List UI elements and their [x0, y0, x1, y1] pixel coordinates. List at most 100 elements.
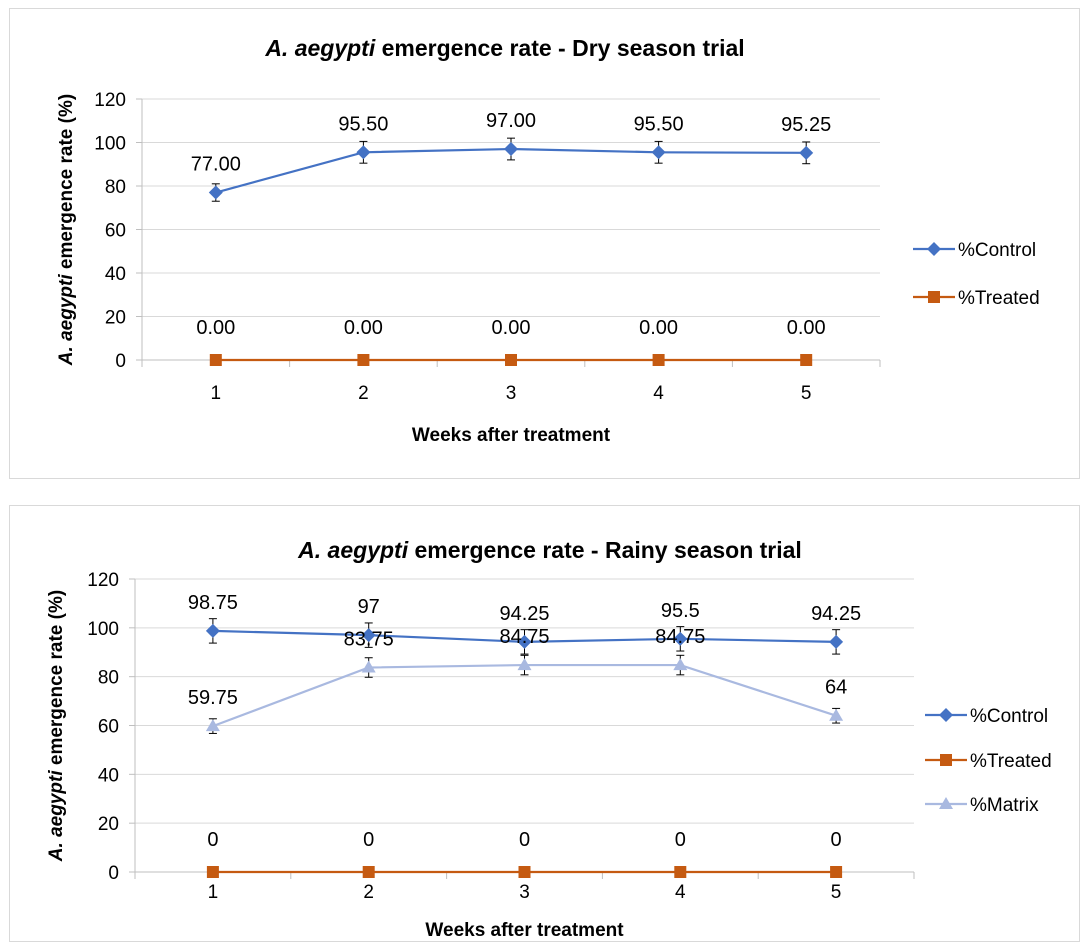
- x-tick-label: 5: [831, 882, 842, 903]
- data-label-control: 97: [358, 596, 380, 618]
- legend-item-treated: %Treated: [913, 288, 1040, 309]
- data-point-treated: [357, 354, 370, 366]
- data-point-control: [361, 628, 376, 643]
- x-tick-label: 5: [801, 383, 812, 404]
- data-point-matrix: [361, 660, 376, 673]
- data-point-control: [205, 623, 220, 638]
- x-axis-label: Weeks after treatment: [412, 425, 611, 446]
- data-label-treated: 0.00: [344, 317, 383, 339]
- data-label-control: 77.00: [191, 154, 241, 176]
- data-point-matrix: [517, 658, 532, 671]
- data-point-treated: [209, 354, 222, 366]
- data-point-control: [799, 145, 814, 160]
- data-point-control: [829, 634, 844, 649]
- series-control: [208, 137, 814, 202]
- data-point-treated: [505, 354, 517, 366]
- chart-title: A. aegypti emergence rate - Dry season t…: [264, 35, 744, 61]
- y-axis-label-rest: emergence rate (%): [46, 590, 67, 771]
- data-label-matrix: 59.75: [188, 687, 238, 709]
- x-axis-label: Weeks after treatment: [425, 920, 624, 941]
- data-label-treated: 0: [207, 829, 218, 851]
- y-axis-label: A. aegypti emergence rate (%): [56, 94, 77, 366]
- legend-marker: [927, 242, 941, 256]
- legend-marker: [928, 291, 940, 303]
- legend-label: %Treated: [958, 288, 1040, 309]
- y-tick-label: 60: [98, 717, 119, 738]
- legend-marker: [939, 708, 953, 722]
- legend-item-control: %Control: [925, 706, 1048, 727]
- x-tick-label: 1: [211, 383, 222, 404]
- chart-title-rest: emergence rate - Dry season trial: [375, 35, 744, 61]
- data-point-control: [517, 634, 532, 649]
- data-label-treated: 0: [831, 829, 842, 851]
- y-tick-label: 0: [115, 351, 126, 372]
- y-tick-label: 100: [94, 134, 126, 155]
- data-label-control: 97.00: [486, 110, 536, 132]
- data-label-treated: 0: [363, 829, 374, 851]
- chart-title: A. aegypti emergence rate - Rainy season…: [297, 537, 802, 563]
- data-point-treated: [674, 866, 687, 878]
- data-label-control: 95.50: [634, 113, 684, 135]
- chart-title-italic: A. aegypti: [297, 537, 409, 563]
- x-tick-label: 4: [653, 383, 664, 404]
- data-point-treated: [830, 866, 843, 878]
- data-label-control: 95.25: [781, 114, 831, 136]
- legend-item-control: %Control: [913, 240, 1036, 261]
- x-tick-label: 2: [363, 882, 374, 903]
- data-label-matrix: 84.75: [499, 626, 549, 648]
- series-treated: [209, 354, 813, 366]
- data-point-treated: [652, 354, 665, 366]
- gridlines: [135, 578, 914, 824]
- y-tick-label: 60: [105, 221, 126, 242]
- x-tick-label: 2: [358, 383, 369, 404]
- data-label-treated: 0.00: [787, 317, 826, 339]
- legend-label: %Matrix: [970, 795, 1039, 816]
- y-tick-label: 100: [87, 619, 119, 640]
- data-point-control: [504, 142, 518, 157]
- y-tick-label: 20: [105, 308, 126, 329]
- x-tick-label: 3: [506, 383, 517, 404]
- data-point-treated: [362, 866, 375, 878]
- data-label-control: 95.50: [338, 113, 388, 135]
- series-treated: [206, 866, 843, 878]
- y-axis-label: A. aegypti emergence rate (%): [46, 590, 67, 862]
- data-label-treated: 0.00: [196, 317, 235, 339]
- data-point-treated: [206, 866, 219, 878]
- y-tick-label: 120: [94, 90, 126, 111]
- data-label-control: 95.5: [661, 600, 700, 622]
- data-label-control: 94.25: [499, 603, 549, 625]
- y-axis-label-italic: A. aegypti: [46, 770, 67, 863]
- x-tick-label: 3: [519, 882, 530, 903]
- series-control: [205, 618, 844, 655]
- data-label-treated: 0.00: [492, 317, 531, 339]
- data-point-treated: [518, 866, 531, 878]
- dry-season-chart: A. aegypti emergence rate - Dry season t…: [56, 35, 1040, 446]
- y-axis-label-italic: A. aegypti: [56, 274, 77, 367]
- legend-label: %Control: [970, 706, 1048, 727]
- y-tick-label: 80: [105, 177, 126, 198]
- data-label-matrix: 64: [825, 677, 847, 699]
- data-point-matrix: [829, 708, 844, 721]
- data-label-matrix: 84.75: [655, 626, 705, 648]
- y-axis-label-rest: emergence rate (%): [56, 94, 77, 275]
- data-point-control: [673, 631, 688, 646]
- y-tick-label: 20: [98, 814, 119, 835]
- data-point-treated: [800, 354, 813, 366]
- y-tick-label: 80: [98, 668, 119, 689]
- rainy-season-chart-panel: A. aegypti emergence rate - Rainy season…: [9, 505, 1080, 942]
- data-label-matrix: 83.75: [344, 629, 394, 651]
- x-tick-label: 1: [208, 882, 219, 903]
- rainy-season-chart: A. aegypti emergence rate - Rainy season…: [46, 537, 1052, 941]
- data-point-control: [208, 185, 223, 200]
- data-point-control: [356, 145, 371, 160]
- data-point-matrix: [673, 658, 688, 671]
- data-label-treated: 0: [675, 829, 686, 851]
- series-matrix: [205, 654, 844, 734]
- legend-item-matrix: %Matrix: [925, 795, 1039, 816]
- chart-title-italic: A. aegypti: [264, 35, 376, 61]
- data-label-control: 98.75: [188, 592, 238, 614]
- y-tick-label: 120: [87, 570, 119, 591]
- chart-title-rest: emergence rate - Rainy season trial: [408, 537, 802, 563]
- data-point-matrix: [205, 719, 220, 732]
- legend-label: %Control: [958, 240, 1036, 261]
